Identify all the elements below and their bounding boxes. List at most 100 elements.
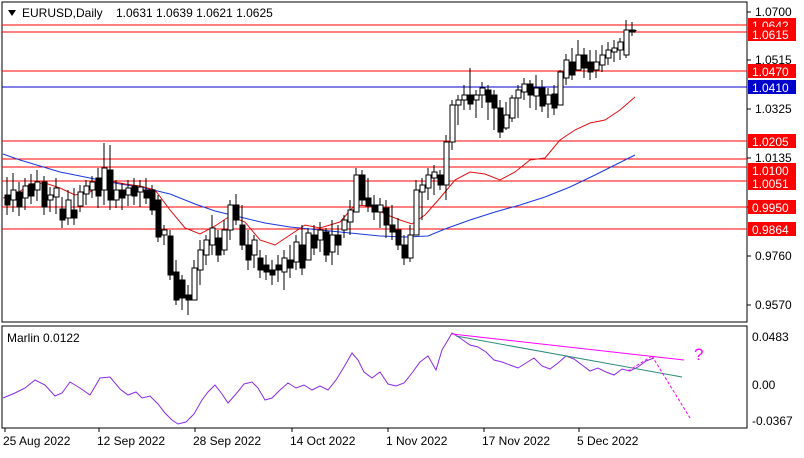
candle-bearish <box>155 199 162 238</box>
candle-bearish <box>185 294 192 301</box>
candle-bullish <box>521 83 528 93</box>
price-tick-label: 0.9760 <box>755 249 792 263</box>
candle-bullish <box>509 97 516 119</box>
level-tag <box>748 64 796 78</box>
candle-bearish <box>95 177 102 197</box>
candle-bullish <box>377 204 384 213</box>
forecast-line-down <box>651 355 691 419</box>
candle-bearish <box>173 271 180 301</box>
oscillator-axis: 0.0483 0.00 -0.0367 <box>752 330 793 428</box>
ma-slow-line <box>2 153 636 238</box>
candle-bullish <box>305 232 312 261</box>
level-tag <box>748 134 796 148</box>
candle-bearish <box>167 235 174 276</box>
candle-bullish <box>623 29 630 56</box>
candle-bullish <box>605 49 612 59</box>
candle-bullish <box>221 229 228 251</box>
candle-bullish <box>89 181 96 191</box>
level-tag <box>748 222 796 236</box>
indicator-label: Marlin 0.0122 <box>7 331 80 345</box>
candle-bullish <box>22 185 29 199</box>
candle-bearish <box>389 224 396 233</box>
candle-bullish <box>407 234 414 259</box>
candle-bearish <box>569 61 576 76</box>
candle-bullish <box>191 267 198 301</box>
indicator-panel[interactable] <box>1 325 748 429</box>
candle-bullish <box>203 239 210 256</box>
candle-bullish <box>617 41 624 51</box>
time-axis: 25 Aug 2022 12 Sep 2022 28 Sep 2022 14 Oct … <box>3 428 639 448</box>
candle-bearish <box>107 169 114 201</box>
candle-bearish <box>485 89 492 103</box>
oscillator-tick-label: -0.0367 <box>752 414 793 428</box>
candle-bullish <box>545 94 552 105</box>
oscillator-tick-label: 0.00 <box>752 378 776 392</box>
level-tag <box>748 176 796 190</box>
price-tick-label: 1.0135 <box>755 151 792 165</box>
candle-bearish <box>269 269 276 276</box>
candle-bullish <box>515 89 522 99</box>
candle-bearish <box>257 257 264 271</box>
candle-bullish <box>197 249 204 271</box>
candle-bullish <box>137 186 144 193</box>
candle-bullish <box>83 185 90 195</box>
level-tag-label: 1.0205 <box>752 135 789 149</box>
candle-bearish <box>497 107 504 133</box>
candle-bearish <box>587 61 594 73</box>
chart-symbol: EURUSD,Daily <box>22 6 103 20</box>
time-tick-label: 25 Aug 2022 <box>3 434 71 448</box>
candle-bearish <box>527 83 534 96</box>
price-tick-label: 1.0700 <box>755 5 792 19</box>
candle-bullish <box>251 239 258 256</box>
candles-group <box>4 20 636 315</box>
candle-bullish <box>34 181 41 191</box>
candle-bullish <box>10 189 17 201</box>
candle-bearish <box>179 279 186 299</box>
candle-bullish <box>77 191 84 207</box>
candle-bullish <box>611 47 618 53</box>
level-tag-label: 0.9950 <box>752 201 789 215</box>
candle-bearish <box>467 94 474 105</box>
level-tag-label: 1.0051 <box>752 177 789 191</box>
time-tick-label: 12 Sep 2022 <box>97 434 165 448</box>
candle-bullish <box>293 241 300 263</box>
candle-bullish <box>425 174 432 189</box>
candle-bearish <box>395 229 402 246</box>
candle-bullish <box>125 187 132 196</box>
candle-bullish <box>449 104 456 143</box>
candle-bearish <box>41 181 48 208</box>
candle-bullish <box>557 71 564 106</box>
candle-bearish <box>581 54 588 69</box>
candle-bearish <box>539 87 546 107</box>
level-tag-label: 1.0410 <box>752 81 789 95</box>
candle-bearish <box>239 224 246 246</box>
candle-bullish <box>599 54 606 66</box>
time-tick-label: 17 Nov 2022 <box>482 434 550 448</box>
level-tag-label: 1.0470 <box>752 65 789 79</box>
candle-bearish <box>119 189 126 199</box>
level-tag <box>748 200 796 214</box>
main-chart-panel[interactable] <box>1 1 748 323</box>
candle-bullish <box>419 184 426 193</box>
candle-bullish <box>563 59 570 79</box>
candle-bullish <box>575 54 582 71</box>
candle-bearish <box>4 194 11 206</box>
level-tag <box>748 80 796 94</box>
candle-bearish <box>335 234 342 246</box>
candle-bearish <box>359 174 366 201</box>
level-tag-label: 0.9864 <box>752 223 789 237</box>
candle-bearish <box>371 204 378 213</box>
candle-bearish <box>383 207 390 226</box>
candle-bearish <box>149 189 156 211</box>
candle-bearish <box>131 185 138 197</box>
price-axis: 1.0700 1.0515 1.0325 1.0135 0.9950 0.9760 0.95… <box>747 5 792 312</box>
candle-bullish <box>329 234 336 253</box>
candle-bullish <box>347 209 354 223</box>
question-mark: ? <box>694 345 703 364</box>
candle-bullish <box>161 229 168 236</box>
trend-line-teal <box>455 335 683 378</box>
time-tick-label: 14 Oct 2022 <box>290 434 356 448</box>
candle-bullish <box>227 204 234 231</box>
